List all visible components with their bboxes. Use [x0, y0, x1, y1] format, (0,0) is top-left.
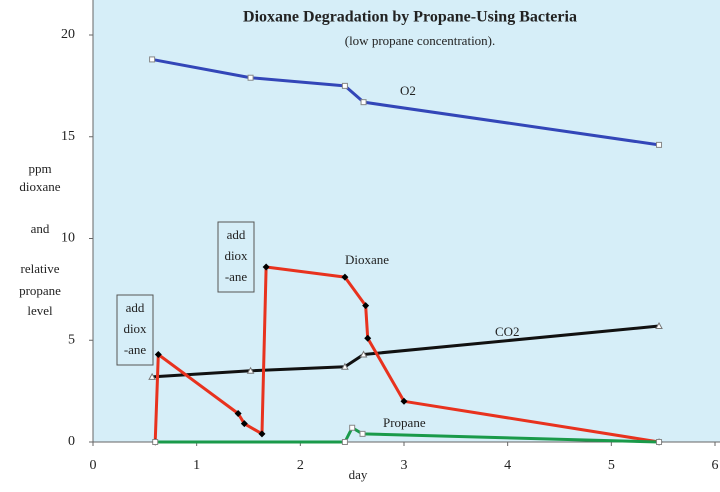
x-tick-label: 0: [90, 458, 97, 473]
point: [240, 420, 248, 428]
point: [341, 273, 349, 281]
point: [149, 56, 156, 63]
point: [400, 397, 408, 405]
point: [154, 350, 162, 358]
plot-background: [93, 0, 720, 442]
series-label: O2: [400, 83, 416, 98]
annotation-text: -ane: [225, 269, 248, 284]
chart-title: Dioxane Degradation by Propane-Using Bac…: [243, 9, 577, 26]
point: [364, 334, 372, 342]
point: [349, 424, 356, 431]
point: [359, 430, 366, 437]
series-label: CO2: [495, 324, 520, 339]
y-tick-label: 5: [68, 332, 75, 347]
point: [262, 263, 270, 271]
y-tick-label: 10: [61, 231, 75, 246]
chart-subtitle: (low propane concentration).: [345, 33, 496, 48]
point: [360, 99, 367, 106]
point: [148, 372, 156, 380]
x-tick-label: 3: [401, 458, 408, 473]
annotation-text: diox: [224, 248, 248, 263]
point: [341, 82, 348, 89]
y-axis-label: relative: [21, 261, 60, 276]
point: [656, 439, 663, 445]
point: [258, 430, 266, 438]
x-tick-label: 1: [193, 458, 200, 473]
series-label: Dioxane: [345, 252, 389, 267]
point: [341, 439, 348, 445]
point: [359, 350, 368, 358]
x-tick-label: 2: [297, 458, 304, 473]
y-tick-label: 20: [61, 27, 75, 42]
annotation-box: [217, 221, 255, 293]
y-axis-label: and: [31, 221, 50, 236]
point: [234, 410, 242, 418]
y-axis-label: dioxane: [19, 179, 60, 194]
annotation-text: diox: [123, 321, 147, 336]
point: [655, 321, 663, 330]
y-axis-label: level: [27, 303, 53, 318]
point: [246, 366, 255, 374]
annotation-text: add: [126, 300, 145, 315]
y-axis-label: ppm: [28, 161, 51, 176]
y-axis-label: propane: [19, 283, 61, 298]
annotation-box: [116, 294, 154, 366]
x-tick-label: 4: [504, 458, 511, 473]
x-axis-label: day: [349, 467, 368, 482]
series-label: Propane: [383, 415, 426, 430]
annotation-text: -ane: [124, 342, 147, 357]
point: [362, 302, 370, 310]
y-tick-label: 0: [68, 434, 75, 449]
point: [341, 362, 349, 370]
x-tick-label: 6: [712, 458, 719, 473]
point: [656, 141, 663, 148]
y-tick-label: 15: [61, 129, 75, 144]
point: [152, 439, 159, 445]
x-tick-label: 5: [608, 458, 615, 473]
annotation-text: add: [227, 227, 246, 242]
point: [247, 74, 254, 81]
